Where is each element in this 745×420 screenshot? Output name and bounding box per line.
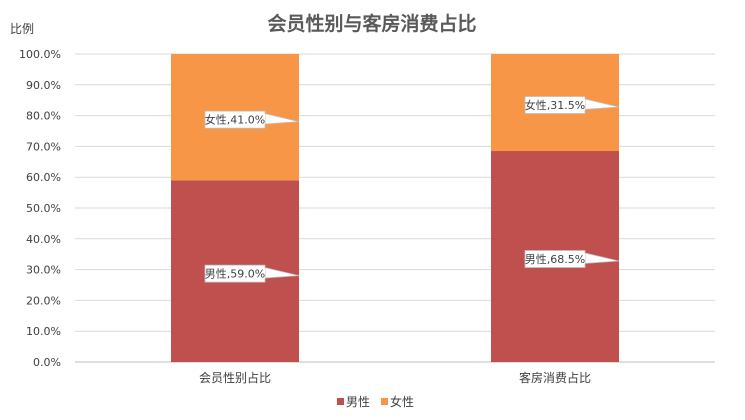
data-label-text: 男性,68.5% — [525, 252, 585, 266]
y-axis-label: 比例 — [10, 22, 34, 36]
callout-seam — [262, 268, 265, 279]
y-tick-label: 10.0% — [26, 325, 61, 338]
y-tick-label: 0.0% — [33, 356, 61, 369]
y-tick-label: 50.0% — [26, 202, 61, 215]
data-label: 男性,59.0% — [204, 264, 300, 283]
data-label-text: 男性,59.0% — [205, 267, 265, 281]
data-label-text: 女性,41.0% — [205, 113, 265, 127]
chart-title: 会员性别与客房消费占比 — [267, 12, 476, 35]
legend-label: 男性 — [346, 395, 370, 409]
y-tick-label: 90.0% — [26, 79, 61, 92]
y-tick-label: 30.0% — [26, 264, 61, 277]
legend-label: 女性 — [390, 394, 414, 409]
y-tick-label: 80.0% — [26, 110, 61, 123]
y-tick-label: 100.0% — [19, 48, 61, 61]
legend: 男性 女性 — [337, 394, 414, 409]
x-axis-categories: 会员性别占比 客房消费占比 — [199, 370, 591, 385]
callout-seam — [582, 99, 585, 110]
data-labels: 男性,59.0% 女性,41.0% 男性,68.5% 女性,31.5% — [204, 96, 620, 283]
data-label: 女性,41.0% — [204, 110, 300, 129]
y-tick-label: 40.0% — [26, 233, 61, 246]
data-label: 男性,68.5% — [524, 250, 620, 268]
callout-seam — [582, 253, 585, 264]
x-category-label: 客房消费占比 — [519, 370, 591, 385]
y-axis-ticks: 0.0% 10.0% 20.0% 30.0% 40.0% 50.0% 60.0% 70.0% 8… — [19, 48, 61, 369]
x-category-label: 会员性别占比 — [199, 370, 271, 385]
y-tick-label: 20.0% — [26, 294, 61, 307]
data-label: 女性,31.5% — [524, 96, 620, 114]
callout-seam — [262, 114, 265, 125]
y-tick-label: 70.0% — [26, 140, 61, 153]
legend-swatch — [381, 398, 388, 405]
y-tick-label: 60.0% — [26, 171, 61, 184]
data-label-text: 女性,31.5% — [525, 98, 585, 112]
legend-swatch — [337, 398, 344, 405]
